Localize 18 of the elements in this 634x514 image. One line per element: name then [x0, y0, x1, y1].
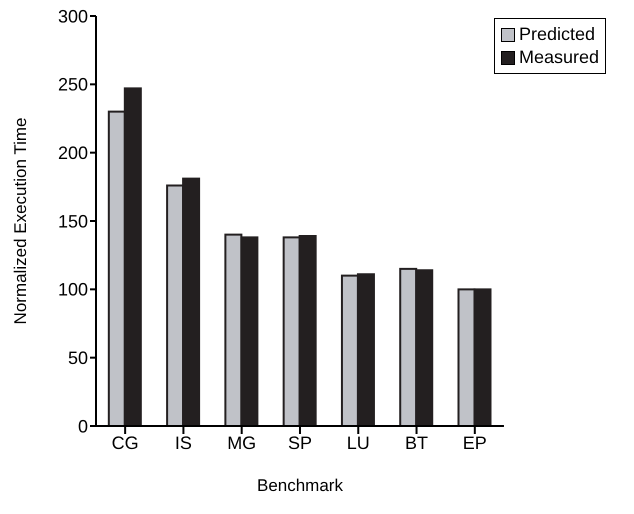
y-tick-label: 300 [58, 6, 88, 26]
x-tick-label: LU [346, 432, 370, 453]
legend-label: Predicted [518, 24, 596, 45]
y-tick-label: 150 [58, 211, 88, 232]
y-axis-title: Normalized Execution Time [11, 118, 30, 324]
x-tick-label: SP [288, 432, 312, 453]
y-tick-label: 50 [68, 348, 88, 368]
x-tick-label: IS [174, 432, 192, 453]
x-axis-title: Benchmark [256, 476, 344, 495]
legend-label: Measured [518, 47, 599, 68]
y-tick-label: 100 [58, 280, 88, 300]
x-tick-label: EP [462, 432, 487, 453]
x-tick-label: CG [112, 432, 139, 453]
x-tick-label: MG [227, 432, 256, 453]
y-tick-label: 250 [58, 74, 88, 95]
x-tick-label: BT [405, 432, 428, 453]
y-tick-label: 200 [58, 143, 88, 164]
y-tick-label: 0 [78, 416, 88, 436]
